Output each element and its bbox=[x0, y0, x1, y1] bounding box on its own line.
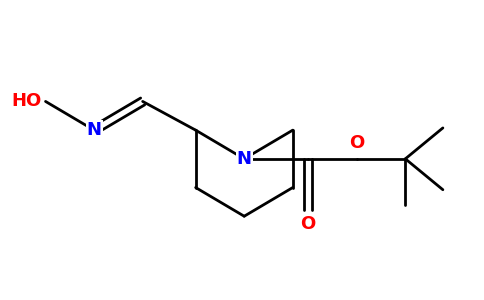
Text: N: N bbox=[237, 150, 252, 168]
Text: N: N bbox=[87, 121, 102, 139]
Text: HO: HO bbox=[12, 92, 42, 110]
Text: O: O bbox=[301, 215, 316, 233]
Text: O: O bbox=[349, 134, 364, 152]
